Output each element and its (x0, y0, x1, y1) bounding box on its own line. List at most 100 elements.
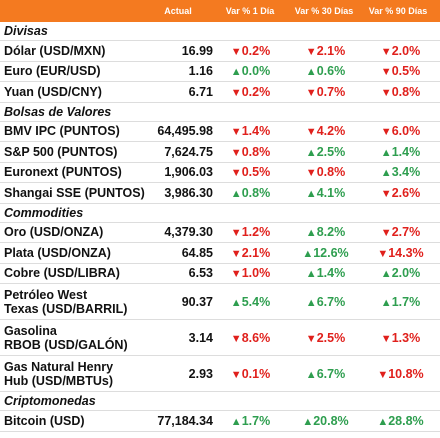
change-cell: ▲20.8% (288, 414, 363, 428)
change-arrow: ▼ (230, 126, 242, 139)
data-row: Plata (USD/ONZA) 64.85 ▼2.1% ▲12.6% ▼14.3% (0, 243, 440, 264)
change-value: 0.8% (316, 165, 346, 180)
change-value: 1.7% (241, 413, 271, 428)
actual-value: 90.37 (181, 294, 213, 309)
change-cell: ▲0.8% (213, 186, 288, 200)
column-header: Var % 1 Día (225, 6, 275, 16)
change-value: 3.4% (391, 165, 421, 180)
data-row: Petróleo West Texas (USD/BARRIL) 90.37 ▲5.… (0, 284, 440, 320)
change-arrow: ▼ (230, 268, 242, 281)
change-cell: ▲1.4% (363, 145, 438, 159)
change-value: 0.2% (241, 84, 271, 99)
change-cell: ▲6.7% (288, 295, 363, 309)
change-cell: ▼2.0% (363, 44, 438, 58)
change-cell: ▼0.5% (213, 165, 288, 179)
change-cell: ▼0.1% (213, 367, 288, 381)
actual-value: 4,379.30 (164, 225, 213, 240)
change-arrow: ▼ (230, 167, 242, 180)
change-cell: ▼1.4% (213, 124, 288, 138)
header-row: Actual Var % 1 Día Var % 30 Días Var % 90 D… (0, 0, 440, 22)
change-arrow: ▼ (230, 146, 242, 159)
asset-name: Bitcoin (USD) (4, 413, 85, 428)
data-row: Cobre (USD/LIBRA) 6.53 ▼1.0% ▲1.4% ▲2.0% (0, 264, 440, 284)
change-value: 0.6% (316, 64, 346, 79)
change-cell: ▼14.3% (363, 246, 438, 260)
change-arrow: ▲ (230, 415, 242, 428)
change-arrow: ▲ (305, 368, 317, 381)
change-value: 2.1% (316, 43, 346, 58)
change-value: 2.1% (241, 245, 271, 260)
change-cell: ▼1.0% (213, 266, 288, 280)
change-cell: ▲2.0% (363, 266, 438, 280)
change-cell: ▲1.7% (363, 295, 438, 309)
change-arrow: ▼ (377, 368, 389, 381)
section-title: Divisas (0, 22, 440, 41)
asset-name: Gas Natural Henry Hub (USD/MBTUs) (4, 359, 114, 388)
asset-name: S&P 500 (PUNTOS) (4, 144, 118, 159)
change-arrow: ▼ (230, 227, 242, 240)
change-value: 1.4% (241, 124, 271, 139)
change-cell: ▼2.1% (288, 44, 363, 58)
change-arrow: ▼ (230, 332, 242, 345)
change-arrow: ▲ (230, 187, 242, 200)
change-arrow: ▲ (230, 66, 242, 79)
column-header: Var % 90 Días (368, 6, 428, 16)
change-value: 1.7% (391, 294, 421, 309)
change-cell: ▼2.6% (363, 186, 438, 200)
change-value: 0.5% (391, 64, 421, 79)
section-title: Commodities (0, 204, 440, 223)
change-cell: ▲1.7% (213, 414, 288, 428)
asset-name: Euronext (PUNTOS) (4, 165, 122, 180)
data-row: Gasolina RBOB (USD/GALÓN) 3.14 ▼8.6% ▼2.5% ▼… (0, 320, 440, 356)
change-arrow: ▼ (230, 86, 242, 99)
change-value: 28.8% (388, 413, 424, 428)
data-row: BMV IPC (PUNTOS) 64,495.98 ▼1.4% ▼4.2% ▼6.0% (0, 122, 440, 142)
change-cell: ▼8.6% (213, 331, 288, 345)
asset-name: Gasolina RBOB (USD/GALÓN) (4, 323, 128, 352)
change-arrow: ▲ (305, 296, 317, 309)
change-value: 8.6% (241, 330, 271, 345)
change-cell: ▼0.8% (288, 165, 363, 179)
data-row: Euro (EUR/USD) 1.16 ▲0.0% ▲0.6% ▼0.5% (0, 62, 440, 82)
change-arrow: ▲ (380, 167, 392, 180)
change-arrow: ▼ (230, 45, 242, 58)
change-value: 6.0% (391, 124, 421, 139)
change-cell: ▲4.1% (288, 186, 363, 200)
change-arrow: ▲ (230, 296, 242, 309)
data-row: Bitcoin (USD) 77,184.34 ▲1.7% ▲20.8% ▲28.8% (0, 411, 440, 432)
column-header: Actual (164, 6, 192, 16)
data-row: Euronext (PUNTOS) 1,906.03 ▼0.5% ▼0.8% ▲3.4% (0, 163, 440, 183)
change-arrow: ▼ (305, 45, 317, 58)
change-arrow: ▼ (230, 368, 242, 381)
change-cell: ▼0.8% (213, 145, 288, 159)
change-value: 6.7% (316, 366, 346, 381)
change-cell: ▼2.7% (363, 225, 438, 239)
change-cell: ▲3.4% (363, 165, 438, 179)
change-value: 0.8% (241, 185, 271, 200)
change-arrow: ▲ (380, 296, 392, 309)
change-cell: ▼0.2% (213, 85, 288, 99)
actual-value: 64,495.98 (157, 124, 213, 139)
change-arrow: ▼ (380, 66, 392, 79)
change-value: 4.1% (316, 185, 346, 200)
change-value: 10.8% (388, 366, 424, 381)
actual-value: 3,986.30 (164, 185, 213, 200)
change-cell: ▼1.2% (213, 225, 288, 239)
change-cell: ▲28.8% (363, 414, 438, 428)
actual-value: 64.85 (181, 245, 213, 260)
change-cell: ▲0.0% (213, 64, 288, 78)
asset-name: Dólar (USD/MXN) (4, 43, 106, 58)
change-cell: ▼0.2% (213, 44, 288, 58)
change-value: 0.2% (241, 43, 271, 58)
change-arrow: ▼ (305, 126, 317, 139)
change-value: 2.0% (391, 266, 421, 281)
change-arrow: ▲ (380, 146, 392, 159)
change-value: 4.2% (316, 124, 346, 139)
change-arrow: ▲ (380, 268, 392, 281)
change-arrow: ▼ (380, 332, 392, 345)
section-title: Bolsas de Valores (0, 103, 440, 122)
change-value: 12.6% (313, 245, 349, 260)
change-arrow: ▲ (305, 66, 317, 79)
change-value: 0.5% (241, 165, 271, 180)
